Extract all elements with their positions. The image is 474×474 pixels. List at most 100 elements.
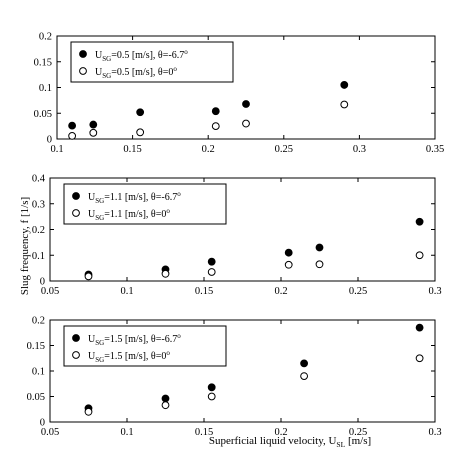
- data-point-filled: [300, 359, 309, 368]
- data-point-open: [300, 372, 309, 381]
- legend-entry-part: U: [88, 209, 96, 220]
- data-point-open: [340, 100, 349, 109]
- data-point-open: [415, 251, 424, 260]
- legend-entry-part: U: [88, 334, 96, 345]
- x-tick-label: 0.15: [195, 286, 213, 297]
- legend-entry-part: U: [95, 50, 103, 61]
- legend-entry-part: U: [95, 67, 103, 78]
- legend-entry-part: o: [177, 332, 181, 340]
- legend-entry-part: =0.5 [m/s], θ=0: [111, 67, 173, 78]
- legend-entry-part: o: [177, 190, 181, 198]
- legend-entry-part: =0.5 [m/s], θ=-6.7: [111, 50, 184, 61]
- x-tick-label: 0.25: [349, 286, 367, 297]
- data-point-open: [84, 272, 93, 281]
- panel-2: 0.05 0.1 0.15 0.2 0.25 0.300.10.20.30.4USG=1.…: [32, 174, 442, 298]
- data-point-filled: [415, 217, 424, 226]
- data-point-filled: [136, 108, 145, 117]
- data-point-open: [207, 268, 216, 276]
- y-tick-label: 0.15: [34, 57, 52, 68]
- data-point-open: [161, 401, 170, 410]
- y-tick-label: 0.2: [32, 316, 45, 327]
- legend-entry-part: U: [88, 192, 96, 203]
- data-point-open: [161, 269, 170, 278]
- y-tick-label: 0: [47, 135, 52, 146]
- x-tick-label: 0.35: [426, 144, 444, 155]
- legend-entry: USG=0.5 [m/s], θ=0o: [95, 65, 177, 80]
- x-tick-label: 0.3: [428, 286, 441, 297]
- data-point-filled: [284, 248, 293, 257]
- data-point-open: [89, 128, 98, 137]
- x-tick-label: 0.25: [349, 427, 367, 438]
- x-axis-label: Superficial liquid velocity, USL [m/s]: [209, 435, 371, 449]
- legend-entry-part: o: [166, 349, 170, 357]
- legend-entry-part: =1.1 [m/s], θ=0: [104, 209, 166, 220]
- panel-3: 0.05 0.1 0.15 0.2 0.25 0.300.050.10.150.2USG=…: [27, 316, 442, 439]
- data-point-filled: [161, 394, 170, 403]
- y-axis-label: Slug frequency, f [1/s]: [19, 197, 31, 295]
- y-tick-label: 0.15: [27, 341, 45, 352]
- legend-marker: [79, 50, 87, 58]
- y-tick-label: 0.05: [27, 392, 45, 403]
- x-axis-label-sub: SL: [336, 440, 345, 449]
- legend-entry-part: o: [173, 65, 177, 73]
- legend-entry: USG=1.1 [m/s], θ=0o: [88, 207, 170, 222]
- y-tick-label: 0.1: [32, 367, 45, 378]
- legend-entry-part: SG: [95, 339, 104, 347]
- data-point-filled: [68, 121, 77, 130]
- data-point-open: [211, 122, 220, 131]
- x-tick-label: 0.05: [41, 427, 59, 438]
- x-tick-label: 0.2: [202, 144, 215, 155]
- data-point-filled: [211, 107, 220, 116]
- data-point-filled: [340, 81, 349, 89]
- y-tick-label: 0: [40, 277, 45, 288]
- x-tick-label: 0.2: [274, 286, 287, 297]
- x-tick-label: 0.05: [41, 286, 59, 297]
- data-point-filled: [242, 100, 250, 108]
- legend-marker: [72, 192, 80, 200]
- legend-entry-part: o: [166, 207, 170, 215]
- legend-box: [63, 183, 227, 225]
- x-tick-label: 0.15: [195, 427, 213, 438]
- data-point-open: [84, 407, 93, 416]
- legend-entry-part: =1.5 [m/s], θ=-6.7: [104, 334, 177, 345]
- legend-marker: [72, 209, 80, 217]
- data-point-filled: [207, 383, 216, 392]
- data-point-open: [284, 260, 293, 269]
- legend-entry-part: SG: [102, 72, 111, 80]
- y-tick-label: 0.4: [32, 174, 46, 185]
- y-tick-label: 0.2: [32, 225, 45, 236]
- x-tick-label: 0.15: [123, 144, 141, 155]
- legend-entry-part: =1.1 [m/s], θ=-6.7: [104, 192, 177, 203]
- x-axis-label-main: Superficial liquid velocity, U: [209, 435, 337, 447]
- data-point-filled: [415, 323, 424, 332]
- legend-marker: [72, 334, 80, 342]
- data-point-open: [207, 392, 216, 401]
- y-tick-label: 0: [40, 418, 45, 429]
- x-tick-label: 0.3: [353, 144, 366, 155]
- data-point-open: [242, 119, 250, 128]
- y-tick-label: 0.1: [39, 83, 52, 94]
- legend-entry-part: SG: [95, 356, 104, 364]
- data-point-open: [136, 128, 145, 137]
- x-tick-label: 0.1: [120, 286, 133, 297]
- data-point-filled: [207, 257, 216, 266]
- legend-entry: USG=0.5 [m/s], θ=-6.7o: [95, 48, 188, 63]
- legend-entry: USG=1.1 [m/s], θ=-6.7o: [88, 190, 181, 205]
- y-tick-label: 0.05: [34, 109, 52, 120]
- panel-1: 0.1 0.15 0.2 0.25 0.3 0.3500.050.10.150.2USG=…: [34, 32, 445, 156]
- y-tick-label: 0.3: [32, 199, 45, 210]
- legend-entry-part: SG: [95, 197, 104, 205]
- legend-entry-part: SG: [95, 214, 104, 222]
- x-tick-label: 0.1: [120, 427, 133, 438]
- legend-entry: USG=1.5 [m/s], θ=-6.7o: [88, 332, 181, 347]
- legend-entry-part: o: [184, 48, 188, 56]
- data-point-open: [415, 354, 424, 363]
- data-point-filled: [89, 120, 98, 129]
- x-tick-label: 0.2: [274, 427, 287, 438]
- x-tick-label: 0.1: [50, 144, 63, 155]
- x-tick-label: 0.25: [275, 144, 293, 155]
- legend-entry-part: SG: [102, 55, 111, 63]
